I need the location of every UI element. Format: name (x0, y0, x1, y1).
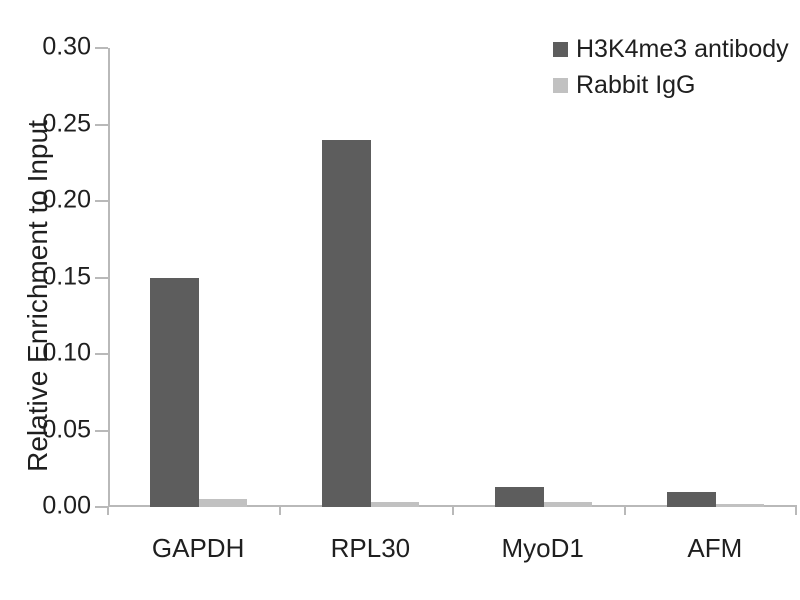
y-tick-label: 0.00 (42, 491, 91, 520)
legend-swatch-h3k4me3-icon (553, 41, 568, 57)
y-tick-mark (95, 200, 108, 202)
bar-h3k4me3-rpl30 (322, 139, 372, 507)
x-category-label-gapdh: GAPDH (151, 533, 245, 563)
y-tick-label: 0.05 (42, 414, 91, 443)
x-category-label-rpl30: RPL30 (330, 533, 411, 563)
x-tick-mark (107, 507, 109, 515)
bar-h3k4me3-afm (666, 491, 716, 507)
y-tick-mark (95, 353, 108, 355)
bar-rabbit-igg-rpl30 (371, 502, 420, 507)
y-tick-label: 0.30 (42, 32, 91, 61)
x-category-label-myod1: MyoD1 (501, 533, 584, 563)
y-tick-mark (95, 506, 108, 508)
x-category-label-afm: AFM (687, 533, 743, 563)
y-tick-label: 0.10 (42, 338, 91, 367)
legend-item-h3k4me3: H3K4me3 antibody (553, 31, 789, 67)
y-tick-mark (95, 429, 108, 432)
legend-swatch-rabbit-igg-icon (553, 77, 568, 93)
y-tick-mark (95, 47, 108, 49)
x-tick-mark (451, 507, 454, 515)
bar-rabbit-igg-afm (715, 503, 764, 507)
y-tick-mark (95, 123, 108, 126)
y-tick-label: 0.15 (42, 261, 91, 290)
bar-h3k4me3-gapdh (150, 277, 200, 507)
legend-item-rabbit-igg: Rabbit IgG (553, 67, 789, 103)
x-tick-mark (795, 507, 797, 515)
x-tick-mark (623, 507, 626, 515)
plot-area (108, 48, 797, 507)
bar-rabbit-igg-gapdh (199, 499, 248, 507)
y-tick-mark (95, 276, 108, 279)
legend: H3K4me3 antibody Rabbit IgG (553, 31, 789, 103)
bar-h3k4me3-myod1 (494, 487, 544, 507)
legend-label-h3k4me3: H3K4me3 antibody (576, 34, 789, 63)
legend-label-rabbit-igg: Rabbit IgG (576, 70, 696, 99)
x-tick-mark (279, 507, 282, 515)
y-tick-label: 0.20 (42, 185, 91, 214)
bar-rabbit-igg-myod1 (543, 502, 592, 507)
y-tick-label: 0.25 (42, 108, 91, 137)
